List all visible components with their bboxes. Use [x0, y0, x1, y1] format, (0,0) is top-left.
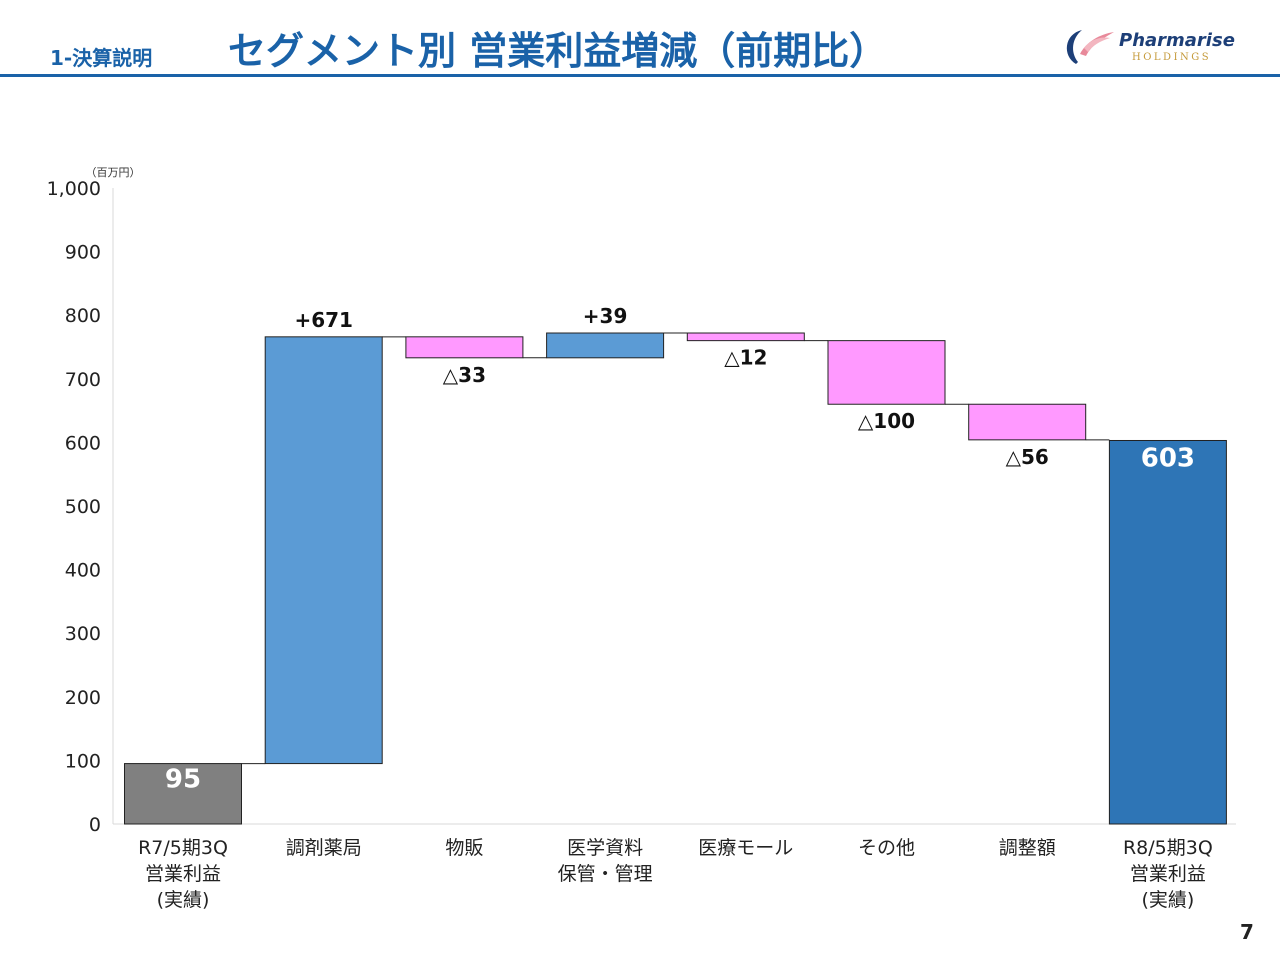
data-label: +39 — [583, 304, 628, 328]
y-tick-label: 100 — [65, 750, 101, 772]
unit-label: （百万円） — [86, 166, 141, 179]
x-category-label: R8/5期3Q — [1123, 837, 1213, 859]
bar-increase — [546, 332, 665, 359]
x-category-label: 調剤薬局 — [286, 837, 362, 859]
bar-increase — [264, 336, 383, 765]
y-tick-label: 200 — [65, 687, 101, 709]
x-category-label: 医学資料 — [567, 837, 643, 859]
y-tick-label: 500 — [65, 496, 101, 518]
x-category-label: 営業利益 — [145, 863, 221, 885]
bar-end — [1108, 439, 1227, 825]
company-logo: Pharmarise HOLDINGS — [1060, 24, 1240, 68]
x-category-label: R7/5期3Q — [138, 837, 228, 859]
x-category-label: 医療モール — [698, 837, 793, 859]
y-tick-label: 0 — [89, 814, 101, 836]
slide-header: 1-決算説明 セグメント別 営業利益増減（前期比） Pharmarise HOL… — [0, 0, 1280, 80]
data-label: △12 — [724, 346, 767, 370]
y-tick-label: 900 — [65, 242, 101, 264]
bar-decrease — [968, 403, 1087, 441]
header-divider — [0, 74, 1280, 77]
data-label: 95 — [165, 765, 201, 795]
bar-decrease — [827, 340, 946, 405]
y-tick-label: 800 — [65, 305, 101, 327]
data-label: △100 — [858, 409, 915, 433]
bar-start — [124, 763, 242, 825]
x-category-label: 調整額 — [999, 837, 1056, 859]
bar-decrease — [405, 336, 524, 359]
data-label: △33 — [443, 363, 486, 387]
x-category-label: その他 — [858, 837, 915, 859]
x-category-label: (実績) — [1141, 889, 1194, 911]
page-title: セグメント別 営業利益増減（前期比） — [228, 29, 888, 73]
data-label: 603 — [1141, 443, 1195, 473]
x-category-label: (実績) — [157, 889, 210, 911]
y-tick-label: 700 — [65, 369, 101, 391]
data-label: △56 — [1006, 445, 1049, 469]
y-tick-label: 300 — [65, 623, 101, 645]
logo-subtext: HOLDINGS — [1132, 52, 1212, 63]
y-tick-label: 1,000 — [47, 178, 101, 200]
section-label: 1-決算説明 — [50, 46, 153, 70]
x-category-label: 営業利益 — [1130, 863, 1206, 885]
data-label: +671 — [294, 308, 353, 332]
x-category-label: 物販 — [445, 837, 483, 859]
x-category-label: 保管・管理 — [558, 863, 653, 885]
y-tick-label: 400 — [65, 560, 101, 582]
logo-swirl-icon — [1066, 30, 1114, 64]
page-number: 7 — [1240, 920, 1254, 944]
logo-wordmark: Pharmarise — [1119, 30, 1235, 51]
y-tick-label: 600 — [65, 432, 101, 454]
bar-decrease — [686, 332, 805, 342]
